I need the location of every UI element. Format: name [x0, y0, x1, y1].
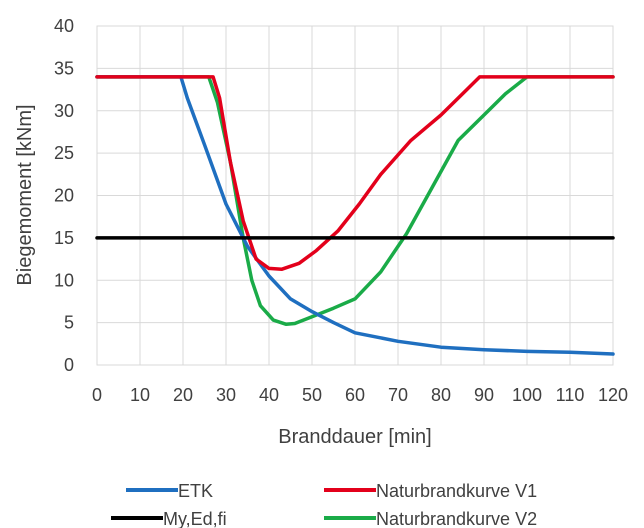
x-tick-label: 60	[345, 385, 365, 405]
series-lines	[95, 75, 615, 356]
legend-label-v2: Naturbrandkurve V2	[376, 509, 537, 528]
x-tick-label: 10	[130, 385, 150, 405]
series-line-etk	[95, 75, 615, 356]
y-tick-label: 20	[54, 186, 74, 206]
x-tick-label: 50	[302, 385, 322, 405]
x-tick-label: 30	[216, 385, 236, 405]
y-tick-label: 15	[54, 228, 74, 248]
x-tick-label: 110	[556, 385, 585, 405]
y-tick-label: 40	[54, 16, 74, 36]
x-tick-label: 80	[431, 385, 451, 405]
y-tick-label: 25	[54, 143, 74, 163]
x-tick-labels: 0 10 20 30 40 50 60 70 80 90 100 110 120	[92, 385, 628, 405]
y-tick-label: 5	[64, 313, 74, 333]
legend-label-etk: ETK	[178, 481, 213, 501]
x-axis-title: Branddauer [min]	[278, 426, 431, 448]
x-tick-label: 20	[173, 385, 193, 405]
y-tick-label: 10	[54, 270, 74, 290]
x-tick-label: 40	[259, 385, 279, 405]
y-tick-label: 30	[54, 101, 74, 121]
plot-frame	[96, 25, 614, 366]
y-tick-label: 0	[64, 355, 74, 375]
legend-label-my-ed-fi: My,Ed,fi	[163, 509, 227, 528]
x-tick-label: 0	[92, 385, 102, 405]
y-axis-title: Biegemoment [kNm]	[14, 104, 36, 285]
legend: ETK My,Ed,fi Naturbrandkurve V1 Naturbra…	[111, 481, 537, 528]
y-tick-labels: 0 5 10 15 20 25 30 35 40	[54, 16, 74, 375]
x-tick-label: 120	[598, 385, 628, 405]
x-tick-label: 90	[474, 385, 494, 405]
legend-label-v1: Naturbrandkurve V1	[376, 481, 537, 501]
x-tick-label: 70	[388, 385, 408, 405]
x-tick-label: 100	[512, 385, 542, 405]
series-line-naturbrandkurve-v1	[95, 75, 615, 271]
y-tick-label: 35	[54, 58, 74, 78]
